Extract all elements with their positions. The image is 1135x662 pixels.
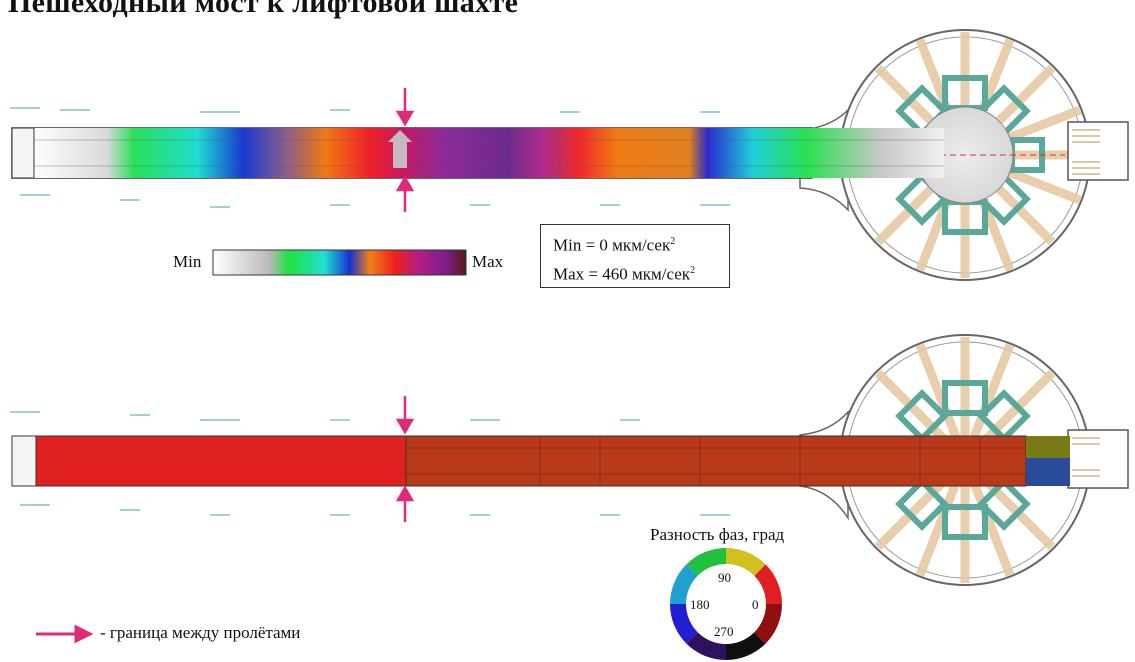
range-box: Min = 0 мкм/сек2 Max = 460 мкм/сек2 [540, 224, 730, 288]
page-title: Пешеходный мост к лифтовой шахте [8, 0, 519, 19]
span-boundary-arrow-top [395, 88, 415, 212]
phase-color-wheel [670, 548, 782, 660]
amplitude-diagram [10, 29, 1129, 281]
amplitude-field [34, 128, 944, 178]
span-boundary-arrow-bottom [395, 396, 415, 522]
direction-arrow-shape [393, 140, 407, 168]
phase-label-270: 270 [714, 624, 734, 639]
phase-field-span-1 [35, 435, 407, 487]
phase-diagram [10, 334, 1129, 586]
span-boundary-legend-text: - граница между пролётами [100, 623, 301, 642]
drawing-marks-top [10, 107, 730, 208]
amplitude-colorbar [212, 249, 467, 276]
phase-label-180: 180 [690, 597, 710, 612]
phase-field-olive [1026, 436, 1070, 458]
span-boundary-legend-arrow [36, 624, 94, 644]
phase-field-span-2 [405, 435, 1027, 487]
phase-label-90: 90 [718, 570, 731, 585]
colorbar-min-label: Min [173, 252, 202, 271]
range-max: Max = 460 мкм/сек2 [553, 264, 696, 284]
range-min: Min = 0 мкм/сек2 [553, 235, 676, 255]
phase-field-blue [1026, 458, 1070, 486]
phase-wheel-title: Разность фаз, град [650, 525, 785, 544]
drawing-marks-bottom [10, 411, 730, 516]
phase-label-0: 0 [752, 597, 759, 612]
colorbar-max-label: Max [472, 252, 504, 271]
